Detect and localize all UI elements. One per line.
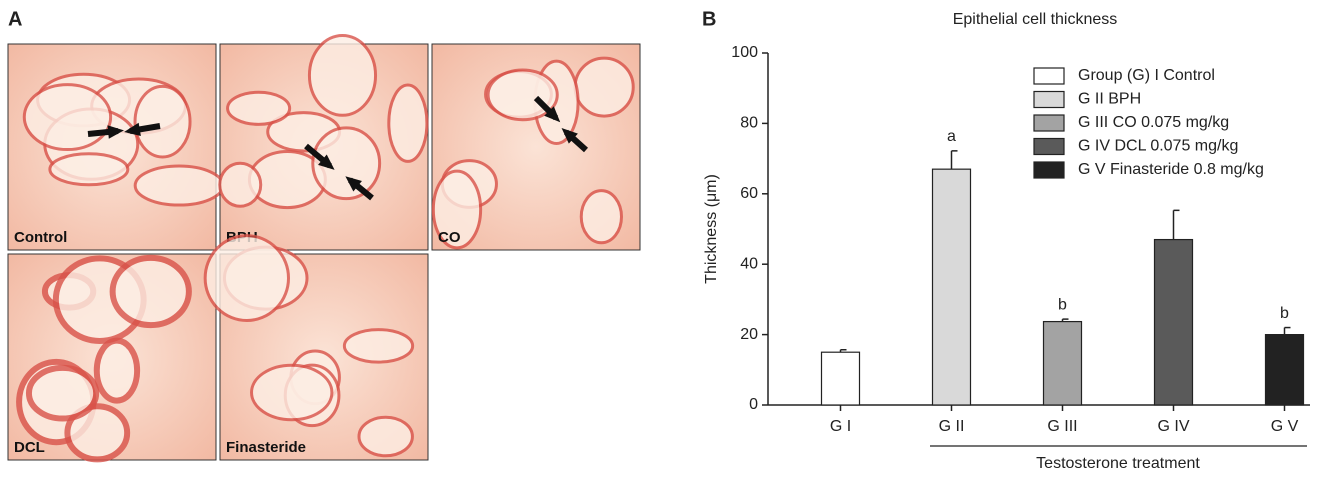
tissue-structure [64,403,131,463]
tissue-structure [22,83,113,152]
legend-label: Group (G) I Control [1078,67,1215,84]
tissue-structure [226,90,292,126]
significance-label: b [1280,305,1289,322]
bar [1042,320,1083,406]
significance-label: a [947,128,956,145]
tissue-structure [203,234,290,323]
legend-swatch [1033,67,1065,85]
arrow-head [544,106,561,123]
x-tick-label: G III [1047,418,1077,435]
bar [1264,334,1305,406]
significance-label: b [1058,296,1067,313]
legend-label: G V Finasteride 0.8 mg/kg [1078,161,1264,178]
y-tick-label: 60 [740,185,758,202]
tissue-structure [311,126,382,201]
image-label: DCL [14,439,45,456]
tissue-structure [342,328,415,364]
tissue-structure [133,164,225,207]
tissue-structure [431,169,483,250]
bar [820,351,861,406]
bar [1153,238,1194,406]
legend-label: G II BPH [1078,91,1141,108]
y-tick-label: 40 [740,255,758,272]
tissue-structure [357,415,414,458]
tissue-structure [133,84,192,159]
x-axis-label: Testosterone treatment [1036,455,1200,472]
chart-title: Epithelial cell thickness [953,11,1118,28]
x-tick-label: G V [1271,418,1299,435]
tissue-structure [579,189,623,245]
tissue-structure [218,161,263,208]
image-label: Finasteride [226,439,306,456]
tissue-structure [387,83,429,163]
tissue-structure [48,152,130,187]
bar [931,168,972,406]
panel-label: A [8,8,22,30]
tissue-structure [250,363,334,422]
x-tick-label: G IV [1157,418,1189,435]
legend-swatch [1033,114,1065,132]
arrow-head [318,154,335,170]
tissue-structure [93,337,141,404]
y-tick-label: 20 [740,326,758,343]
legend-label: G IV DCL 0.075 mg/kg [1078,138,1238,155]
arrow-head [124,122,141,137]
tissue-structure [109,254,192,329]
x-tick-label: G II [939,418,965,435]
tissue-structure [486,68,559,122]
y-tick-label: 100 [731,44,758,61]
legend-swatch [1033,137,1065,156]
image-label: CO [438,229,461,246]
tissue-structure [307,33,378,117]
panel-label: B [702,8,716,30]
arrow-head [107,125,124,139]
histology-panel: ControlBPHCODCLFinasteride [7,33,641,463]
legend-label: G III CO 0.075 mg/kg [1078,114,1229,131]
tissue-structure [573,56,635,118]
y-tick-label: 0 [749,396,758,413]
y-tick-label: 80 [740,115,758,132]
tissue-structure [25,364,100,422]
legend-swatch [1033,161,1065,179]
arrow-head [345,176,362,192]
x-tick-label: G I [830,418,851,435]
image-label: Control [14,229,67,246]
y-axis-label: Thickness (μm) [703,174,720,284]
legend-swatch [1033,90,1065,109]
arrow-head [561,127,578,144]
